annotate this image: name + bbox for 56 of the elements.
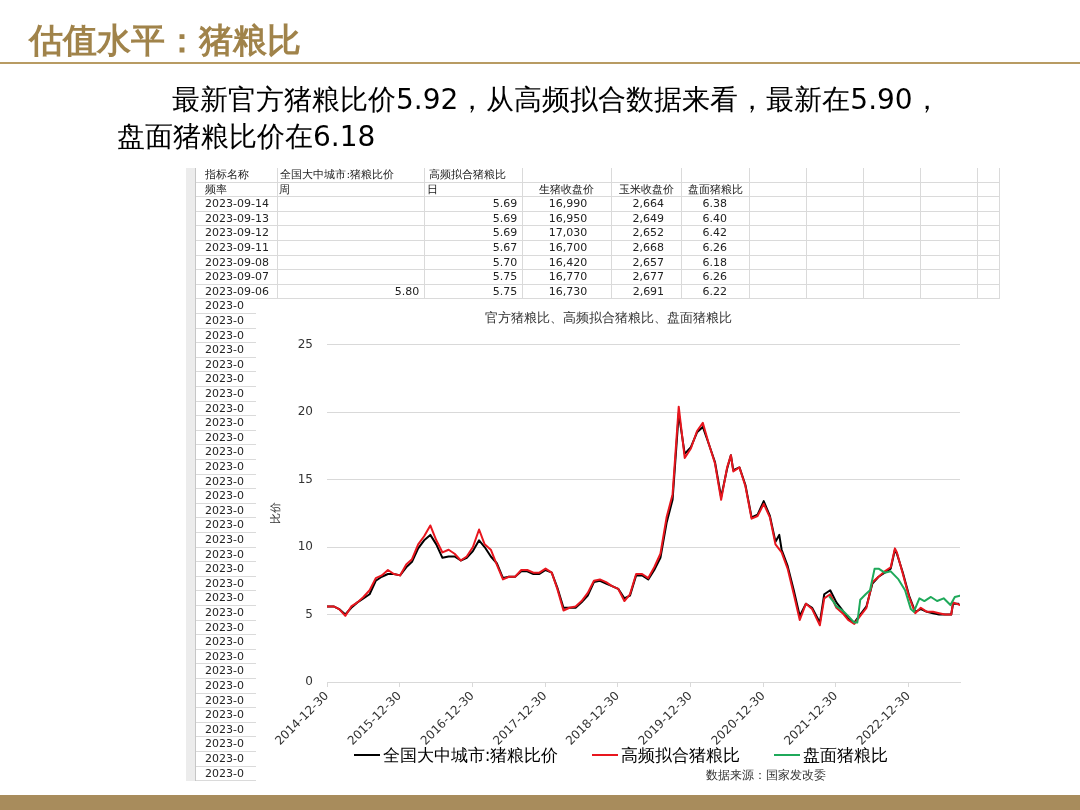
text: 2023-09-14 5.69 16,990 2,664 6.38	[205, 197, 728, 211]
text: 2023-0	[205, 314, 244, 327]
text: 2023-0	[205, 562, 244, 576]
y-tick-label: 20	[297, 404, 313, 419]
y-tick-label: 5	[305, 606, 313, 621]
text: 2023-0	[205, 649, 244, 663]
y-tick-label: 25	[297, 336, 313, 351]
text: 2023-0	[205, 372, 244, 386]
text: 2023-0	[205, 503, 244, 517]
text: 最新官方猪粮比价5.92，从高频拟合数据来看，最新在5.90，盘面猪粮比价在6.18	[117, 83, 941, 153]
text: 2023-0	[205, 445, 244, 459]
text: 2023-0	[205, 343, 244, 357]
text: 2023-0	[205, 299, 244, 313]
text: 2023-0	[205, 387, 244, 400]
text: 2023-0	[205, 737, 244, 751]
text: 2023-0	[205, 328, 244, 342]
text: 2023-09-12 5.69 17,030 2,652 6.42	[205, 226, 728, 240]
text: 2023-09-11 5.67 16,700 2,668 6.26	[205, 241, 728, 254]
chart-title: 官方猪粮比、高频拟合猪粮比、盘面猪粮比	[484, 310, 732, 326]
text: 2023-0	[205, 533, 244, 546]
text: 2023-0	[205, 489, 244, 503]
text: 2023-09-08 5.70 16,420 2,657 6.18	[205, 255, 728, 269]
text: 指标名称 全国大中城市:猪粮比价 高频拟合猪粮比	[205, 168, 507, 181]
y-tick-label: 0	[305, 674, 313, 689]
legend-label: 高频拟合猪粮比	[621, 745, 741, 765]
text: 2023-0	[205, 752, 244, 765]
text: 2023-0	[205, 576, 244, 590]
text: 2023-09-06 5.80 5.75 16,730 2,691 6.22	[205, 284, 728, 298]
y-axis-title: 比价	[269, 502, 283, 525]
text: 2023-0	[205, 518, 244, 532]
text: 2023-0	[205, 693, 244, 707]
text: 2023-0	[205, 664, 244, 678]
text: 2023-0	[205, 766, 244, 780]
text: 2023-0	[205, 679, 244, 692]
text: 2023-0	[205, 430, 244, 444]
text: 2023-0	[205, 722, 244, 736]
text: 频率 周 日 生猪收盘价 玉米收盘价 盘面猪粮比	[205, 182, 743, 196]
text: 2023-0	[205, 401, 244, 415]
text: 2023-0	[205, 708, 244, 722]
text: 2023-0	[205, 591, 244, 605]
text: 2023-0	[205, 460, 244, 473]
text: 2023-09-13 5.69 16,950 2,649 6.40	[205, 211, 728, 225]
y-tick-label: 10	[297, 539, 313, 554]
text: 估值水平：猪粮比	[29, 20, 301, 60]
y-tick-label: 15	[297, 471, 313, 486]
text: 2023-0	[205, 474, 244, 488]
text: 2023-0	[205, 606, 244, 619]
text: 2023-09-07 5.75 16,770 2,677 6.26	[205, 270, 728, 284]
legend-label: 全国大中城市:猪粮比价	[382, 745, 559, 765]
text: 2023-0	[205, 635, 244, 649]
text: 2023-0	[205, 357, 244, 371]
legend-label: 盘面猪粮比	[803, 745, 889, 765]
text: 2023-0	[205, 416, 244, 430]
text: 2023-0	[205, 547, 244, 561]
source-note: 数据来源：国家发改委	[706, 768, 826, 782]
text: 2023-0	[205, 620, 244, 634]
